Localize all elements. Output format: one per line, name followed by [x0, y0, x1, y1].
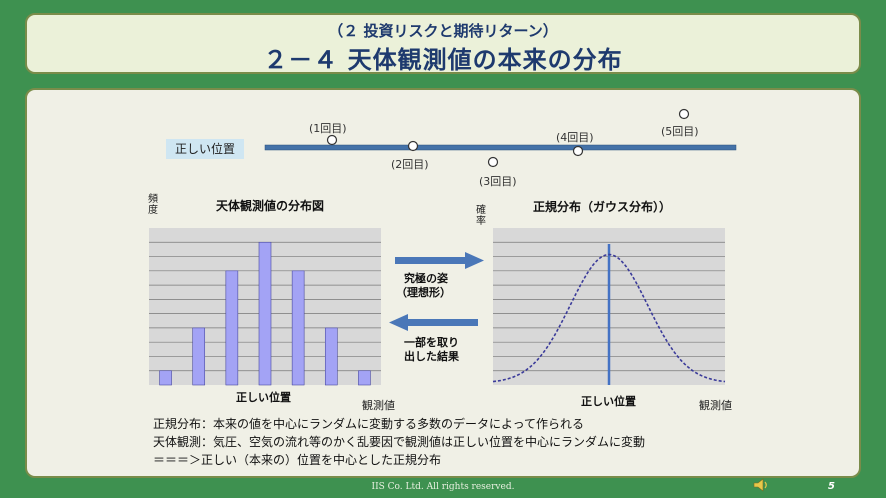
right-chart-title: 正規分布（ガウス分布））	[533, 200, 672, 214]
text-line-1: 正規分布：本来の値を中心にランダムに変動する多数のデータによって作られる	[153, 417, 585, 431]
page-number: 5	[828, 481, 835, 492]
text-line-2: 天体観測：気圧、空気の流れ等のかく乱要因で観測値は正しい位置を中心にランダムに変…	[153, 435, 646, 449]
histogram-bar	[291, 270, 305, 386]
histogram-bar	[225, 270, 239, 386]
page-title: ２－４ 天体観測値の本来の分布	[263, 46, 623, 74]
right-chart-xlabel: 観測値	[699, 399, 732, 412]
arrow-left-label-2: 出した結果	[404, 350, 459, 363]
left-chart-center-label: 正しい位置	[236, 391, 291, 404]
histogram-bar	[358, 370, 371, 386]
observation-label-4: (4回目)	[556, 131, 594, 144]
observation-label-5: (5回目)	[661, 125, 699, 138]
observation-point-1	[326, 134, 338, 146]
arrow-right-label-1: 究極の姿	[404, 272, 448, 285]
histogram-bar	[324, 327, 338, 386]
text-line-3: ＝＝＝＞正しい（本来の）位置を中心とした正規分布	[153, 453, 442, 467]
left-chart-title: 天体観測値の分布図	[216, 199, 325, 213]
observation-point-4	[572, 145, 584, 157]
title-panel: （２ 投資リスクと期待リターン） ２－４ 天体観測値の本来の分布	[25, 13, 861, 74]
copyright-footer: IIS Co. Ltd. All rights reserved.	[371, 482, 515, 492]
arrow-right-label-2: （理想形）	[396, 286, 451, 299]
correct-position-label: 正しい位置	[166, 139, 244, 159]
observation-line	[264, 144, 737, 151]
arrow-to-sample	[389, 314, 478, 331]
observation-point-3	[487, 156, 499, 168]
observation-label-3: (3回目)	[479, 175, 517, 188]
histogram-bar	[258, 241, 272, 386]
arrow-left-label-1: 一部を取り	[404, 336, 459, 349]
observation-label-2: (2回目)	[391, 158, 429, 171]
right-chart-ylabel: 確率	[476, 205, 486, 227]
observation-point-5	[678, 108, 690, 120]
observation-point-2	[407, 140, 419, 152]
section-subtitle: （２ 投資リスクと期待リターン）	[328, 22, 558, 40]
histogram-bar	[192, 327, 206, 386]
left-chart-ylabel: 頻度	[148, 194, 158, 216]
normal-distribution-curve	[492, 253, 726, 383]
right-chart-center-label: 正しい位置	[581, 395, 636, 408]
histogram-bar	[159, 370, 172, 386]
speaker-icon[interactable]	[752, 476, 770, 494]
arrow-to-ideal	[395, 252, 484, 269]
left-chart-xlabel: 観測値	[362, 399, 395, 412]
observation-label-1: (1回目)	[309, 122, 347, 135]
